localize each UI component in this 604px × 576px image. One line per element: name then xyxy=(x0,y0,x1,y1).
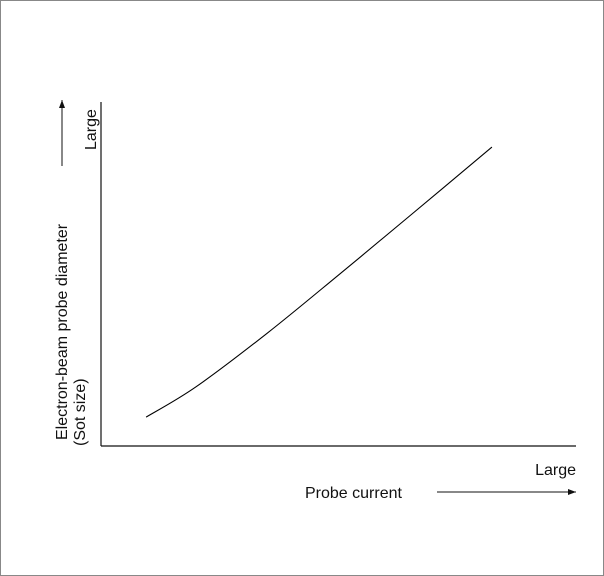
x-end-label: Large xyxy=(535,462,576,479)
y-axis-label: Electron-beam probe diameter xyxy=(54,223,71,440)
y-axis-label: (Sot size) xyxy=(72,378,89,446)
x-axis-label: Probe current xyxy=(305,485,402,502)
y-end-label: Large xyxy=(83,109,100,150)
line xyxy=(145,146,493,418)
